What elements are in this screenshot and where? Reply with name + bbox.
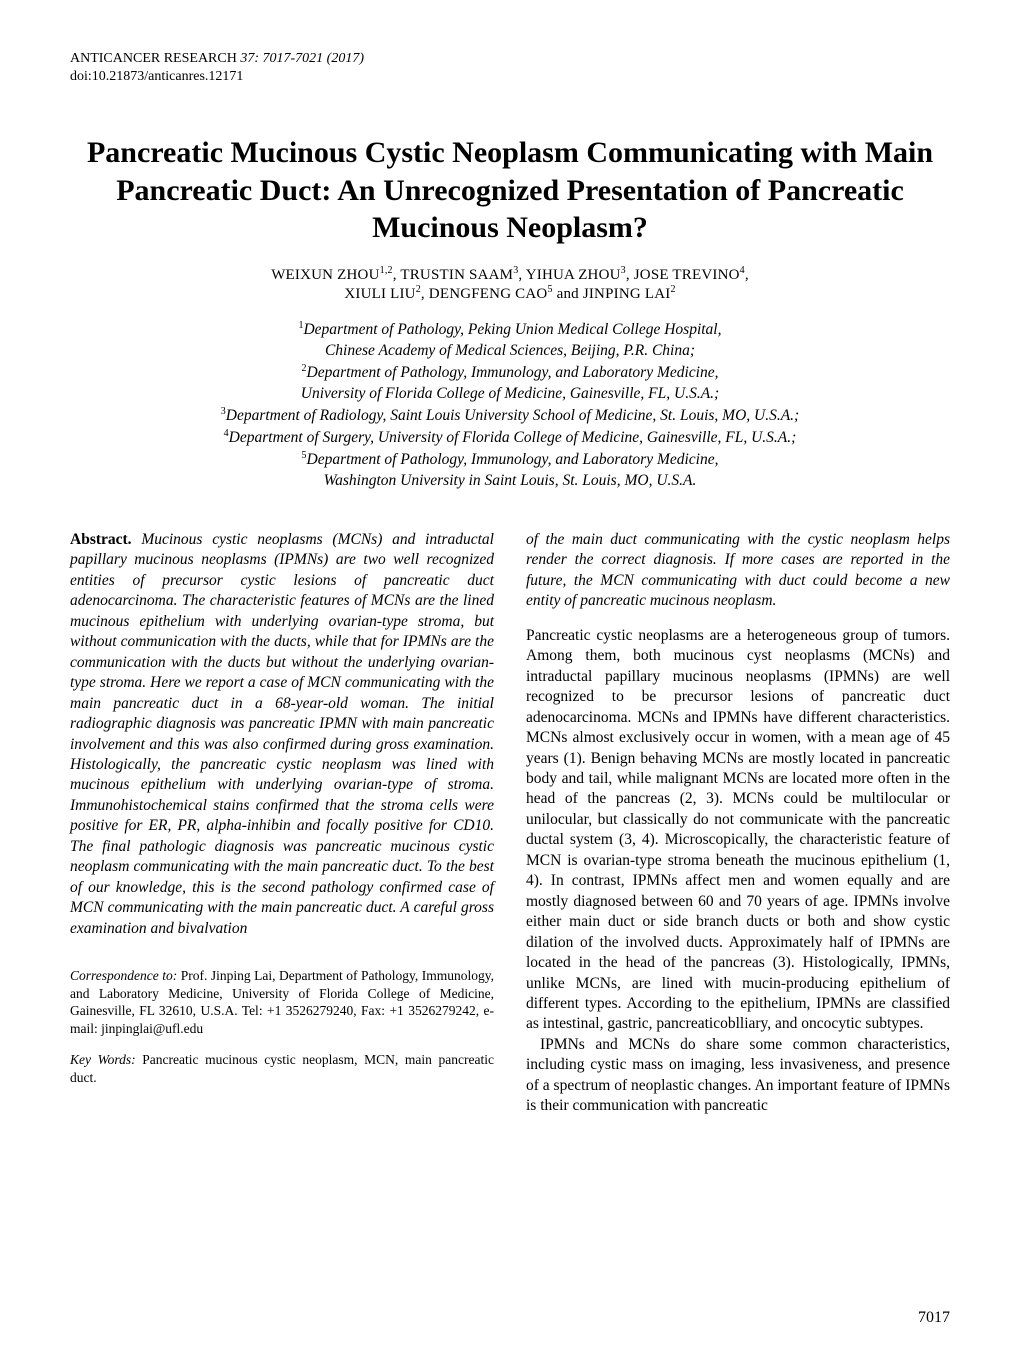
page: ANTICANCER RESEARCH 37: 7017-7021 (2017)… [0, 0, 1020, 1359]
affiliation-list: 1Department of Pathology, Peking Union M… [70, 319, 950, 492]
intro-paragraph-2: IPMNs and MCNs do share some common char… [526, 1035, 950, 1117]
keywords-label: Key Words: [70, 1052, 136, 1067]
spacer [526, 612, 950, 626]
abstract-body: Mucinous cystic neoplasms (MCNs) and int… [70, 531, 494, 937]
abstract-continued: of the main duct communicating with the … [526, 530, 950, 612]
two-column-body: Abstract. Mucinous cystic neoplasms (MCN… [70, 530, 950, 1117]
intro-paragraph-1: Pancreatic cystic neoplasms are a hetero… [526, 626, 950, 1035]
spacer [70, 939, 494, 967]
running-head: ANTICANCER RESEARCH 37: 7017-7021 (2017)… [70, 50, 950, 86]
correspondence-block: Correspondence to: Prof. Jinping Lai, De… [70, 967, 494, 1037]
article-title: Pancreatic Mucinous Cystic Neoplasm Comm… [70, 134, 950, 247]
journal-line: ANTICANCER RESEARCH 37: 7017-7021 (2017) [70, 50, 950, 68]
correspondence-label: Correspondence to: [70, 968, 177, 983]
doi-line: doi:10.21873/anticanres.12171 [70, 68, 950, 86]
journal-name: ANTICANCER RESEARCH [70, 51, 237, 66]
keywords-block: Key Words: Pancreatic mucinous cystic ne… [70, 1051, 494, 1086]
journal-citation: 37: 7017-7021 (2017) [240, 51, 364, 66]
author-list: WEIXUN ZHOU1,2, TRUSTIN SAAM3, YIHUA ZHO… [70, 265, 950, 303]
abstract-paragraph: Abstract. Mucinous cystic neoplasms (MCN… [70, 530, 494, 939]
page-number: 7017 [918, 1309, 950, 1327]
abstract-label: Abstract. [70, 531, 132, 548]
